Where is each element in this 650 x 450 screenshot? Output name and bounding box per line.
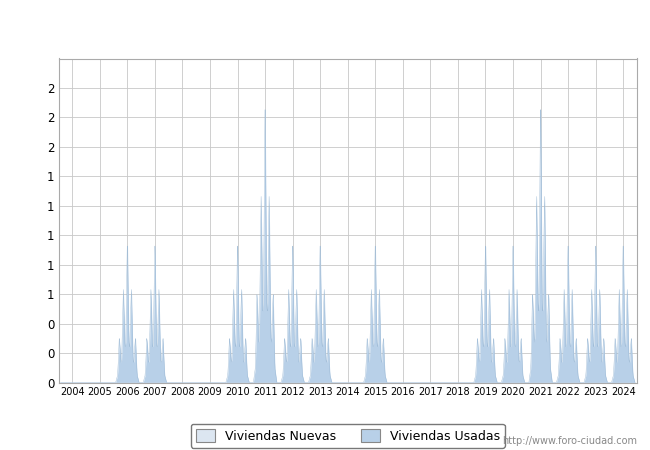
Text: http://www.foro-ciudad.com: http://www.foro-ciudad.com (502, 436, 637, 446)
Legend: Viviendas Nuevas, Viviendas Usadas: Viviendas Nuevas, Viviendas Usadas (191, 424, 504, 448)
Text: Montealegre de Campos - Evolucion del Nº de Transacciones Inmobiliarias: Montealegre de Campos - Evolucion del Nº… (19, 16, 631, 31)
